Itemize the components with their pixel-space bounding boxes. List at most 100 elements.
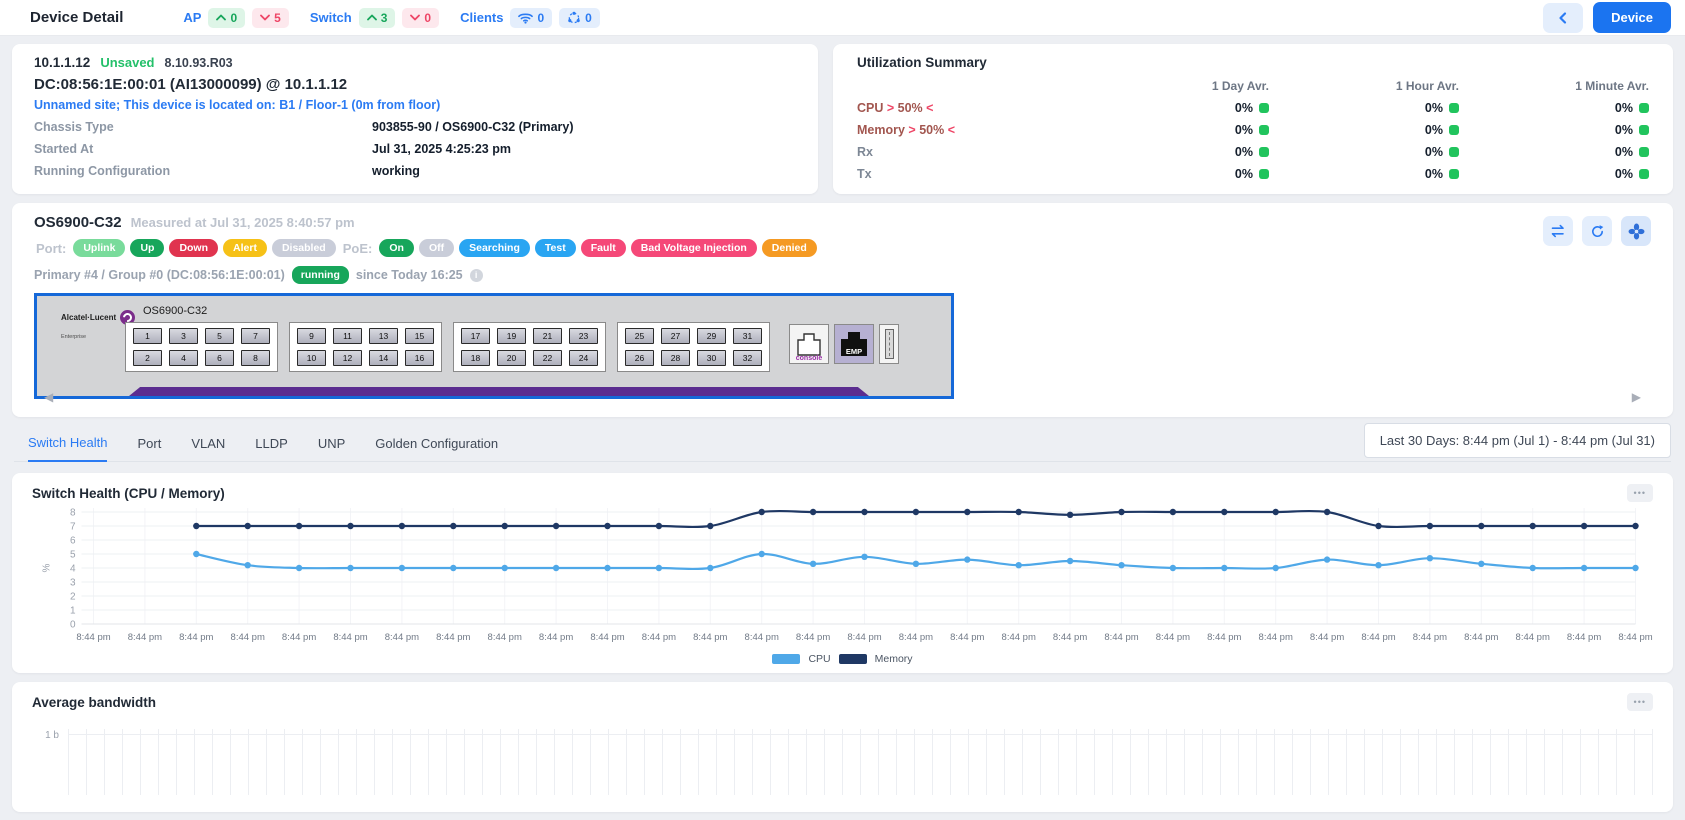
data-point-memory[interactable]	[1221, 509, 1227, 515]
tab-lldp[interactable]: LLDP	[255, 436, 288, 461]
data-point-cpu[interactable]	[399, 565, 405, 571]
usb-port[interactable]	[879, 324, 899, 364]
data-point-memory[interactable]	[553, 523, 559, 529]
port-22[interactable]: 22	[533, 350, 562, 366]
data-point-memory[interactable]	[502, 523, 508, 529]
data-point-cpu[interactable]	[1530, 565, 1536, 571]
port-10[interactable]: 10	[297, 350, 326, 366]
port-20[interactable]: 20	[497, 350, 526, 366]
device-button[interactable]: Device	[1593, 2, 1671, 33]
data-point-memory[interactable]	[1273, 509, 1279, 515]
data-point-memory[interactable]	[1530, 523, 1536, 529]
port-6[interactable]: 6	[205, 350, 234, 366]
date-range-picker[interactable]: Last 30 Days: 8:44 pm (Jul 1) - 8:44 pm …	[1364, 423, 1671, 458]
refresh-button[interactable]	[1582, 216, 1612, 246]
port-15[interactable]: 15	[405, 328, 434, 344]
data-point-memory[interactable]	[1016, 509, 1022, 515]
data-point-memory[interactable]	[1067, 512, 1073, 518]
tab-port[interactable]: Port	[137, 436, 161, 461]
port-32[interactable]: 32	[733, 350, 762, 366]
port-14[interactable]: 14	[369, 350, 398, 366]
data-point-memory[interactable]	[1170, 509, 1176, 515]
data-point-memory[interactable]	[656, 523, 662, 529]
data-point-memory[interactable]	[604, 523, 610, 529]
port-3[interactable]: 3	[169, 328, 198, 344]
port-27[interactable]: 27	[661, 328, 690, 344]
port-26[interactable]: 26	[625, 350, 654, 366]
data-point-memory[interactable]	[861, 509, 867, 515]
port-12[interactable]: 12	[333, 350, 362, 366]
data-point-cpu[interactable]	[1427, 555, 1433, 561]
port-24[interactable]: 24	[569, 350, 598, 366]
data-point-cpu[interactable]	[1221, 565, 1227, 571]
data-point-memory[interactable]	[245, 523, 251, 529]
port-9[interactable]: 9	[297, 328, 326, 344]
info-icon[interactable]: i	[470, 269, 483, 282]
data-point-memory[interactable]	[450, 523, 456, 529]
more-options-button[interactable]: •••	[1627, 484, 1653, 502]
port-7[interactable]: 7	[241, 328, 270, 344]
clients-wireless-badge[interactable]: 0	[510, 8, 552, 28]
port-4[interactable]: 4	[169, 350, 198, 366]
carousel-prev-arrow[interactable]: ◀	[44, 391, 53, 403]
swap-view-button[interactable]	[1543, 216, 1573, 246]
port-30[interactable]: 30	[697, 350, 726, 366]
data-point-cpu[interactable]	[1581, 565, 1587, 571]
clients-mesh-badge[interactable]: 0	[559, 8, 600, 28]
port-19[interactable]: 19	[497, 328, 526, 344]
data-point-cpu[interactable]	[913, 561, 919, 567]
data-point-memory[interactable]	[399, 523, 405, 529]
data-point-cpu[interactable]	[759, 551, 765, 557]
port-31[interactable]: 31	[733, 328, 762, 344]
port-5[interactable]: 5	[205, 328, 234, 344]
tab-switch-health[interactable]: Switch Health	[28, 435, 107, 462]
data-point-memory[interactable]	[1427, 523, 1433, 529]
emp-port[interactable]: EMP	[834, 324, 874, 364]
tab-golden-configuration[interactable]: Golden Configuration	[375, 436, 498, 461]
data-point-memory[interactable]	[964, 509, 970, 515]
port-8[interactable]: 8	[241, 350, 270, 366]
data-point-cpu[interactable]	[707, 565, 713, 571]
data-point-cpu[interactable]	[450, 565, 456, 571]
more-options-button[interactable]: •••	[1627, 693, 1653, 711]
data-point-memory[interactable]	[1118, 509, 1124, 515]
switch-chassis-image[interactable]: Alcatel·Lucent Enterprise OS6900-C32 135…	[34, 293, 954, 399]
data-point-cpu[interactable]	[296, 565, 302, 571]
device-location-link[interactable]: Unnamed site; This device is located on:…	[34, 98, 796, 112]
data-point-memory[interactable]	[1581, 523, 1587, 529]
switch-down-badge[interactable]: 0	[402, 8, 439, 28]
data-point-memory[interactable]	[193, 523, 199, 529]
data-point-cpu[interactable]	[1016, 562, 1022, 568]
port-2[interactable]: 2	[133, 350, 162, 366]
data-point-memory[interactable]	[913, 509, 919, 515]
data-point-cpu[interactable]	[193, 551, 199, 557]
port-28[interactable]: 28	[661, 350, 690, 366]
data-point-memory[interactable]	[1478, 523, 1484, 529]
data-point-cpu[interactable]	[347, 565, 353, 571]
data-point-cpu[interactable]	[861, 554, 867, 560]
switch-up-badge[interactable]: 3	[359, 8, 396, 28]
port-18[interactable]: 18	[461, 350, 490, 366]
port-25[interactable]: 25	[625, 328, 654, 344]
ap-down-badge[interactable]: 5	[252, 8, 289, 28]
data-point-cpu[interactable]	[1632, 565, 1638, 571]
port-11[interactable]: 11	[333, 328, 362, 344]
data-point-cpu[interactable]	[1375, 562, 1381, 568]
back-button[interactable]	[1543, 3, 1583, 33]
data-point-cpu[interactable]	[1170, 565, 1176, 571]
data-point-cpu[interactable]	[1273, 565, 1279, 571]
data-point-cpu[interactable]	[964, 556, 970, 562]
data-point-cpu[interactable]	[1118, 562, 1124, 568]
data-point-cpu[interactable]	[810, 561, 816, 567]
console-port[interactable]: console	[789, 324, 829, 364]
port-16[interactable]: 16	[405, 350, 434, 366]
port-17[interactable]: 17	[461, 328, 490, 344]
data-point-memory[interactable]	[1324, 509, 1330, 515]
carousel-next-arrow[interactable]: ▶	[1632, 391, 1641, 403]
port-21[interactable]: 21	[533, 328, 562, 344]
data-point-memory[interactable]	[296, 523, 302, 529]
port-1[interactable]: 1	[133, 328, 162, 344]
data-point-memory[interactable]	[1632, 523, 1638, 529]
tab-vlan[interactable]: VLAN	[191, 436, 225, 461]
data-point-memory[interactable]	[1375, 523, 1381, 529]
